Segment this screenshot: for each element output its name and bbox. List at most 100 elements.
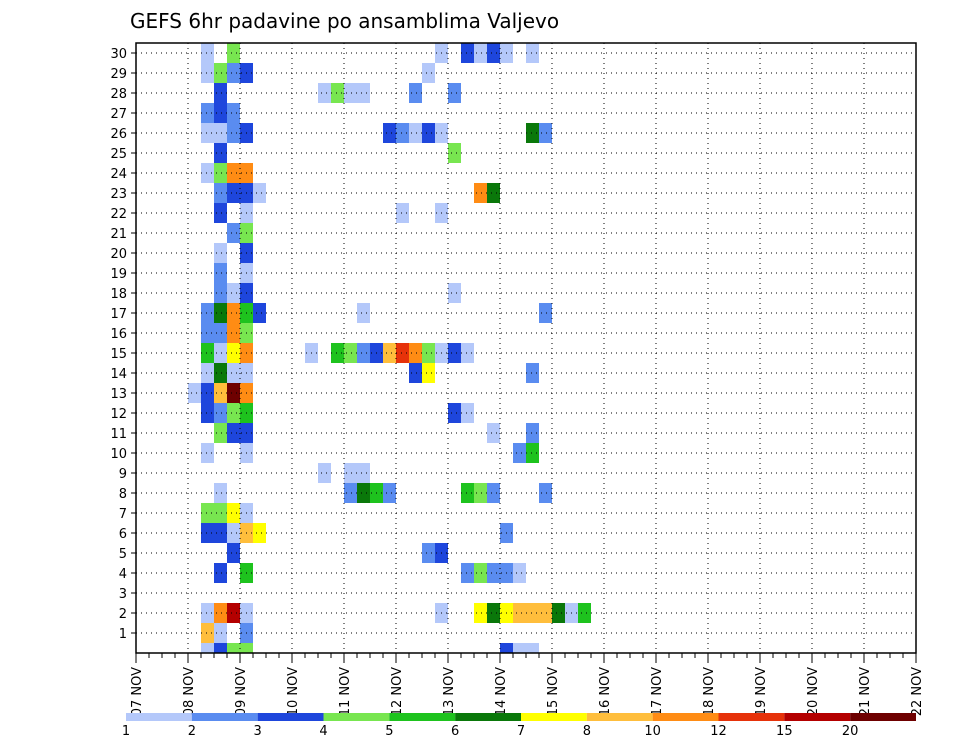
y-tick-label: 16 — [110, 327, 127, 342]
heatmap-cell — [253, 523, 266, 543]
heatmap-cell — [227, 383, 240, 403]
heatmap-cell — [201, 523, 214, 543]
y-tick-label: 4 — [119, 567, 127, 582]
y-tick-label: 30 — [110, 47, 127, 62]
y-tick-label: 15 — [110, 347, 127, 362]
heatmap-cell — [201, 123, 214, 143]
heatmap-cell — [227, 363, 240, 383]
y-tick-label: 10 — [110, 447, 127, 462]
x-tick-label: 22 NOV — [910, 667, 925, 716]
x-tick-label: 20 NOV — [806, 667, 821, 716]
heatmap-cell — [214, 343, 227, 363]
heatmap-cell — [526, 423, 539, 443]
y-tick-label: 21 — [110, 227, 127, 242]
heatmap-cell — [487, 423, 500, 443]
heatmap-cell — [214, 83, 227, 103]
heatmap-cell — [227, 63, 240, 83]
y-tick-label: 28 — [110, 87, 127, 102]
legend-swatch — [455, 713, 521, 721]
heatmap-cell — [526, 363, 539, 383]
heatmap-cell — [474, 183, 487, 203]
heatmap-cell — [409, 343, 422, 363]
x-tick-label: 15 NOV — [546, 667, 561, 716]
heatmap-cell — [214, 163, 227, 183]
heatmap-cell — [214, 123, 227, 143]
heatmap-cell — [331, 83, 344, 103]
heatmap-cell — [331, 343, 344, 363]
legend-label: 5 — [385, 724, 393, 739]
heatmap-cell — [318, 463, 331, 483]
heatmap-cell — [201, 383, 214, 403]
x-tick-label: 11 NOV — [338, 667, 353, 716]
heatmap-cell — [201, 323, 214, 343]
heatmap-cells — [188, 43, 591, 653]
y-tick-label: 18 — [110, 287, 127, 302]
heatmap-cell — [513, 643, 526, 653]
heatmap-cell — [214, 63, 227, 83]
heatmap-cell — [253, 303, 266, 323]
heatmap-cell — [201, 403, 214, 423]
heatmap-cell — [357, 483, 370, 503]
heatmap-cell — [344, 483, 357, 503]
heatmap-cell — [448, 343, 461, 363]
heatmap-cell — [448, 83, 461, 103]
heatmap-cell — [448, 403, 461, 423]
heatmap-cell — [227, 323, 240, 343]
y-tick-label: 8 — [119, 487, 127, 502]
heatmap-cell — [227, 643, 240, 653]
heatmap-cell — [214, 483, 227, 503]
heatmap-cell — [357, 343, 370, 363]
heatmap-cell — [227, 503, 240, 523]
heatmap-cell — [227, 103, 240, 123]
heatmap-cell — [227, 183, 240, 203]
heatmap-cell — [201, 43, 214, 63]
chart-title: GEFS 6hr padavine po ansamblima Valjevo — [130, 9, 559, 33]
y-tick-label: 23 — [110, 187, 127, 202]
heatmap-cell — [344, 463, 357, 483]
y-tick-label: 2 — [119, 607, 127, 622]
heatmap-cell — [214, 283, 227, 303]
heatmap-cell — [396, 203, 409, 223]
heatmap-cell — [539, 603, 552, 623]
heatmap-cell — [214, 403, 227, 423]
heatmap-cell — [201, 63, 214, 83]
legend-swatch — [323, 713, 390, 721]
heatmap-cell — [422, 363, 435, 383]
heatmap-cell — [201, 503, 214, 523]
y-tick-label: 22 — [110, 207, 127, 222]
heatmap-cell — [227, 303, 240, 323]
heatmap-cell — [201, 103, 214, 123]
heatmap-cell — [422, 63, 435, 83]
heatmap-cell — [474, 603, 487, 623]
heatmap-cell — [409, 363, 422, 383]
heatmap-cell — [201, 443, 214, 463]
heatmap-cell — [474, 563, 487, 583]
y-tick-label: 11 — [110, 427, 127, 442]
legend-label: 1 — [122, 724, 130, 739]
heatmap-cell — [344, 343, 357, 363]
legend-label: 2 — [188, 724, 196, 739]
x-tick-label: 14 NOV — [494, 667, 509, 716]
legend-label: 10 — [644, 724, 661, 739]
y-tick-label: 17 — [110, 307, 127, 322]
y-tick-label: 1 — [119, 627, 127, 642]
heatmap-cell — [201, 603, 214, 623]
heatmap-cell — [253, 183, 266, 203]
heatmap-cell — [227, 223, 240, 243]
heatmap-cell — [214, 603, 227, 623]
heatmap-cell — [461, 483, 474, 503]
heatmap-cell — [227, 523, 240, 543]
legend-swatch — [389, 713, 456, 721]
heatmap-cell — [383, 123, 396, 143]
heatmap-cell — [357, 463, 370, 483]
legend-label: 12 — [710, 724, 727, 739]
x-axis-ticks: 07 NOV 08 NOV 09 NOV 10 NOV 11 NOV 12 NOV 13 N… — [130, 653, 925, 716]
legend-label: 6 — [451, 724, 459, 739]
heatmap-cell — [201, 643, 214, 653]
heatmap-cell — [214, 183, 227, 203]
color-legend: 1 2 3 4 5 6 7 8 10 12 15 20 — [122, 713, 916, 739]
heatmap-cell — [448, 283, 461, 303]
heatmap-cell — [227, 343, 240, 363]
y-tick-label: 5 — [119, 547, 127, 562]
